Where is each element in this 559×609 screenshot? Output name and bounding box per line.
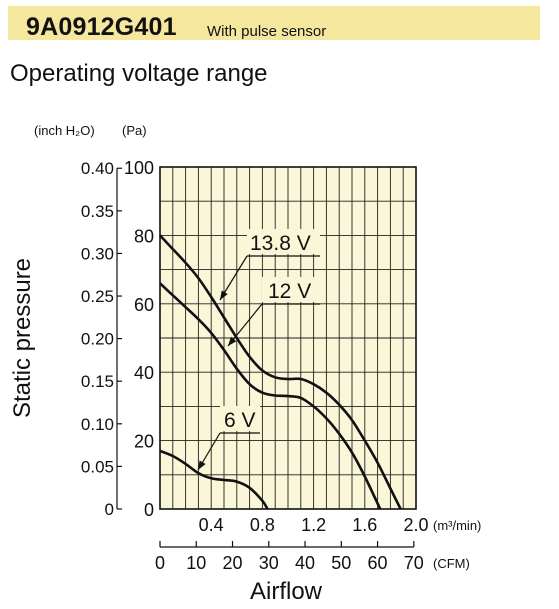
inch-tick-label: 0.35	[81, 202, 114, 221]
series-6v-label-arrowhead	[198, 460, 206, 470]
plot-border	[159, 166, 417, 510]
m3-tick-label: 1.6	[352, 515, 377, 535]
series-6v-label: 6 V	[224, 409, 256, 432]
series-12v-label: 12 V	[268, 280, 311, 303]
header-bar: 9A0912G401 With pulse sensor	[8, 6, 540, 41]
m3-tick-label: 0.8	[250, 515, 275, 535]
m3-tick-label: 2.0	[403, 515, 428, 535]
cfm-tick-label: 30	[259, 553, 279, 573]
inch-tick-label: 0.20	[81, 330, 114, 349]
cfm-tick-label: 40	[295, 553, 315, 573]
model-number: 9A0912G401	[26, 13, 177, 41]
inch-unit-label: (inch H₂O)	[34, 123, 95, 138]
cfm-tick-label: 0	[155, 553, 165, 573]
series-13-8v-label-arrowhead	[220, 290, 228, 300]
series-12v-curve	[159, 282, 382, 510]
inch-tick-label: 0.05	[81, 457, 114, 476]
m3-unit-label: (m³/min)	[433, 518, 481, 533]
inch-tick-label: 0.30	[81, 244, 114, 263]
cfm-unit-label: (CFM)	[433, 556, 470, 571]
series-13-8v-curve	[159, 234, 402, 510]
m3-tick-label: 1.2	[301, 515, 326, 535]
pa-tick-label: 0	[144, 500, 154, 520]
pa-tick-label: 80	[134, 226, 154, 246]
cfm-tick-label: 20	[223, 553, 243, 573]
series-13-8v-label-bg	[247, 229, 320, 254]
pa-tick-label: 20	[134, 432, 154, 452]
inch-tick-label: 0.15	[81, 372, 114, 391]
cfm-tick-label: 10	[186, 553, 206, 573]
inch-tick-label: 0.10	[81, 415, 114, 434]
x-axis-title: Airflow	[250, 578, 323, 605]
inch-tick-label: 0	[105, 500, 114, 519]
pa-tick-label: 100	[124, 158, 154, 178]
cfm-tick-label: 60	[368, 553, 388, 573]
inch-tick-label: 0.25	[81, 287, 114, 306]
pa-tick-label: 40	[134, 363, 154, 383]
series-6v-label-bg	[220, 406, 260, 431]
pa-tick-label: 60	[134, 295, 154, 315]
cfm-tick-label: 50	[331, 553, 351, 573]
series-12v-label-bg	[262, 277, 320, 302]
m3-tick-label: 0.4	[199, 515, 224, 535]
series-12v-label-leader	[227, 303, 263, 347]
chart-title: Operating voltage range	[10, 60, 268, 87]
pa-unit-label: (Pa)	[122, 123, 147, 138]
model-subtitle: With pulse sensor	[207, 23, 327, 40]
y-axis-title: Static pressure	[9, 258, 36, 418]
cfm-tick-label: 70	[404, 553, 424, 573]
series-13-8v-label: 13.8 V	[250, 232, 311, 255]
series-6v-curve	[159, 449, 269, 510]
inch-tick-label: 0.40	[81, 159, 114, 178]
series-12v-label-arrowhead	[228, 336, 237, 346]
